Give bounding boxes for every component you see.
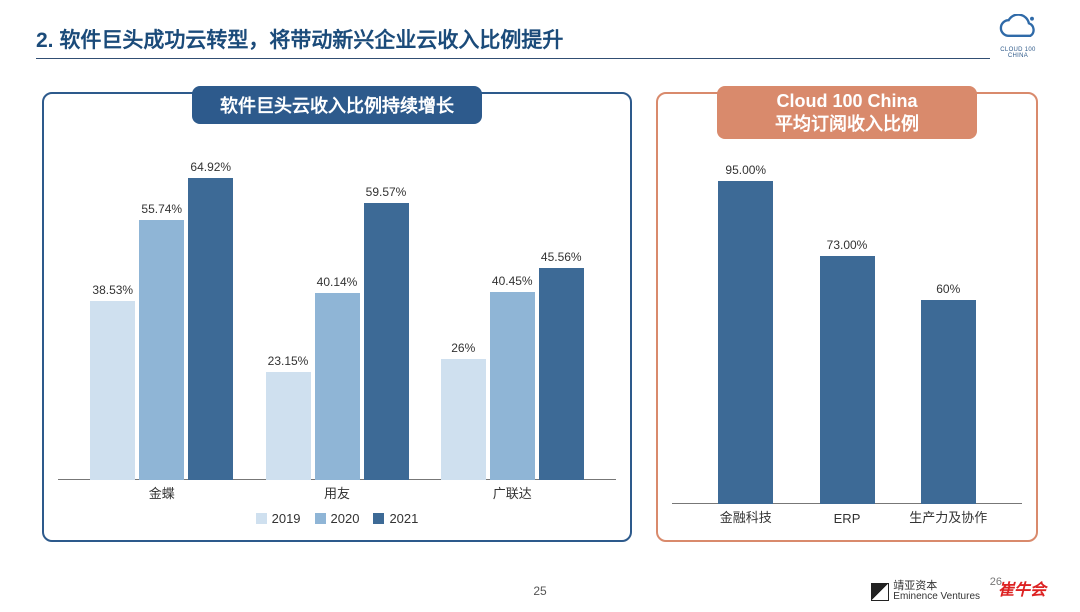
bar-value-label: 40.14% xyxy=(317,275,358,289)
bar-value-label: 26% xyxy=(451,341,475,355)
legend-label: 2019 xyxy=(272,511,301,526)
bar-group: 95.00%金融科技 xyxy=(718,181,773,504)
bar-value-label: 40.45% xyxy=(492,274,533,288)
bar-value-label: 23.15% xyxy=(268,354,309,368)
bar-group: 26%40.45%45.56%广联达 xyxy=(441,268,584,480)
bar: 95.00% xyxy=(718,181,773,504)
bar-group: 23.15%40.14%59.57%用友 xyxy=(266,203,409,480)
legend-swatch xyxy=(373,513,384,524)
bar: 26% xyxy=(441,359,486,480)
category-label: 生产力及协作 xyxy=(909,507,987,526)
bar: 60% xyxy=(921,300,976,504)
company-logo-icon xyxy=(871,583,889,601)
right-title-line2: 平均订阅收入比例 xyxy=(775,114,919,134)
left-legend: 2019 2020 2021 xyxy=(44,511,630,526)
title-underline xyxy=(36,58,990,59)
bar: 73.00% xyxy=(820,256,875,504)
category-label: 广联达 xyxy=(493,483,532,502)
bar: 55.74% xyxy=(139,220,184,480)
footer-red-mark: 崔牛会 xyxy=(998,576,1046,600)
legend-label: 2021 xyxy=(389,511,418,526)
bar: 23.15% xyxy=(266,372,311,480)
left-panel: 软件巨头云收入比例持续增长 38.53%55.74%64.92%金蝶23.15%… xyxy=(42,92,632,542)
cloud-logo-caption: CLOUD 100 CHINA xyxy=(992,47,1044,59)
bar-group: 60%生产力及协作 xyxy=(921,300,976,504)
category-label: 用友 xyxy=(324,483,350,502)
legend-swatch xyxy=(315,513,326,524)
right-chart-area: 95.00%金融科技 73.00%ERP 60%生产力及协作 xyxy=(672,164,1022,504)
legend-swatch xyxy=(256,513,267,524)
bar-value-label: 45.56% xyxy=(541,250,582,264)
bar-group: 73.00%ERP xyxy=(820,256,875,504)
footer-company: 靖亚资本 Eminence Ventures xyxy=(871,581,980,602)
bar-value-label: 60% xyxy=(936,282,960,296)
category-label: ERP xyxy=(834,511,861,526)
company-en: Eminence Ventures xyxy=(893,592,980,602)
legend-item: 2020 xyxy=(315,511,360,526)
bar-value-label: 55.74% xyxy=(141,202,182,216)
bar-group: 38.53%55.74%64.92%金蝶 xyxy=(90,178,233,480)
bar: 40.14% xyxy=(315,293,360,480)
bar-value-label: 59.57% xyxy=(366,185,407,199)
bar: 40.45% xyxy=(490,292,535,480)
right-panel-title: Cloud 100 China 平均订阅收入比例 xyxy=(717,86,977,139)
bar: 64.92% xyxy=(188,178,233,480)
right-title-line1: Cloud 100 China xyxy=(776,91,917,111)
bar-value-label: 64.92% xyxy=(190,160,231,174)
bar-value-label: 95.00% xyxy=(725,163,766,177)
cloud-logo: CLOUD 100 CHINA xyxy=(992,14,1044,54)
right-panel: Cloud 100 China 平均订阅收入比例 95.00%金融科技73.00… xyxy=(656,92,1038,542)
bar: 59.57% xyxy=(364,203,409,480)
legend-item: 2019 xyxy=(256,511,301,526)
left-chart-area: 38.53%55.74%64.92%金蝶23.15%40.14%59.57%用友… xyxy=(58,154,616,480)
category-label: 金蝶 xyxy=(149,483,175,502)
legend-item: 2021 xyxy=(373,511,418,526)
page-number-center: 25 xyxy=(533,584,546,598)
bar-value-label: 38.53% xyxy=(92,283,133,297)
category-label: 金融科技 xyxy=(720,507,772,526)
page-title: 2. 软件巨头成功云转型，将带动新兴企业云收入比例提升 xyxy=(36,24,563,54)
bar: 38.53% xyxy=(90,301,135,480)
left-panel-title: 软件巨头云收入比例持续增长 xyxy=(192,86,482,124)
bar-value-label: 73.00% xyxy=(827,238,868,252)
legend-label: 2020 xyxy=(331,511,360,526)
bar: 45.56% xyxy=(539,268,584,480)
